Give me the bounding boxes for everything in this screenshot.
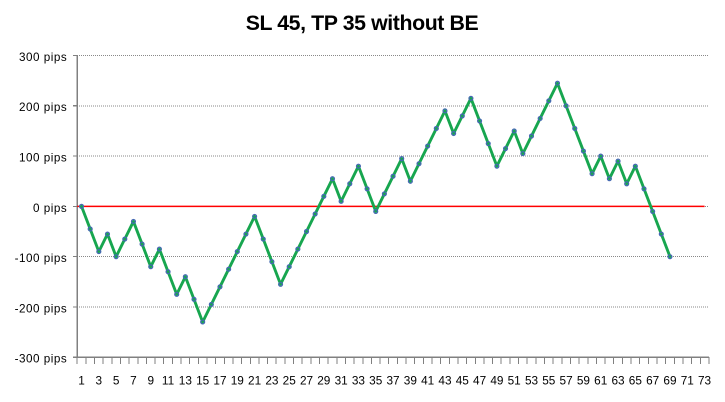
svg-text:53: 53 [525, 373, 539, 387]
svg-text:19: 19 [231, 373, 244, 387]
svg-text:23: 23 [265, 373, 279, 387]
svg-text:71: 71 [681, 373, 694, 387]
svg-text:-200 pips: -200 pips [15, 302, 68, 315]
svg-text:37: 37 [386, 373, 399, 387]
svg-text:39: 39 [404, 373, 417, 387]
svg-text:49: 49 [490, 373, 503, 387]
svg-text:33: 33 [352, 373, 366, 387]
svg-text:-300 pips: -300 pips [15, 353, 68, 366]
svg-text:7: 7 [130, 373, 137, 387]
svg-text:59: 59 [577, 373, 590, 387]
svg-text:43: 43 [438, 373, 452, 387]
svg-text:100 pips: 100 pips [19, 152, 67, 165]
svg-text:5: 5 [113, 373, 120, 387]
svg-text:15: 15 [196, 373, 210, 387]
svg-text:61: 61 [594, 373, 607, 387]
svg-text:65: 65 [629, 373, 643, 387]
svg-text:200 pips: 200 pips [19, 101, 67, 114]
svg-text:35: 35 [369, 373, 383, 387]
svg-text:3: 3 [96, 373, 103, 387]
svg-text:31: 31 [335, 373, 348, 387]
svg-text:9: 9 [147, 373, 154, 387]
svg-text:11: 11 [162, 373, 174, 387]
svg-text:41: 41 [421, 373, 434, 387]
svg-text:21: 21 [248, 373, 261, 387]
svg-text:51: 51 [508, 373, 521, 387]
svg-text:47: 47 [473, 373, 486, 387]
svg-text:-100 pips: -100 pips [15, 252, 68, 265]
svg-text:45: 45 [456, 373, 470, 387]
svg-text:17: 17 [213, 373, 226, 387]
svg-text:57: 57 [560, 373, 573, 387]
svg-text:1: 1 [78, 373, 85, 387]
svg-text:63: 63 [611, 373, 625, 387]
svg-text:0 pips: 0 pips [33, 202, 67, 215]
svg-text:67: 67 [646, 373, 659, 387]
svg-text:13: 13 [179, 373, 193, 387]
svg-text:73: 73 [698, 373, 712, 387]
svg-text:55: 55 [542, 373, 556, 387]
svg-text:29: 29 [317, 373, 330, 387]
svg-text:300 pips: 300 pips [19, 51, 67, 64]
svg-text:27: 27 [300, 373, 313, 387]
svg-text:SL 45, TP 35 without BE: SL 45, TP 35 without BE [246, 11, 479, 35]
svg-text:25: 25 [283, 373, 297, 387]
svg-text:69: 69 [663, 373, 676, 387]
